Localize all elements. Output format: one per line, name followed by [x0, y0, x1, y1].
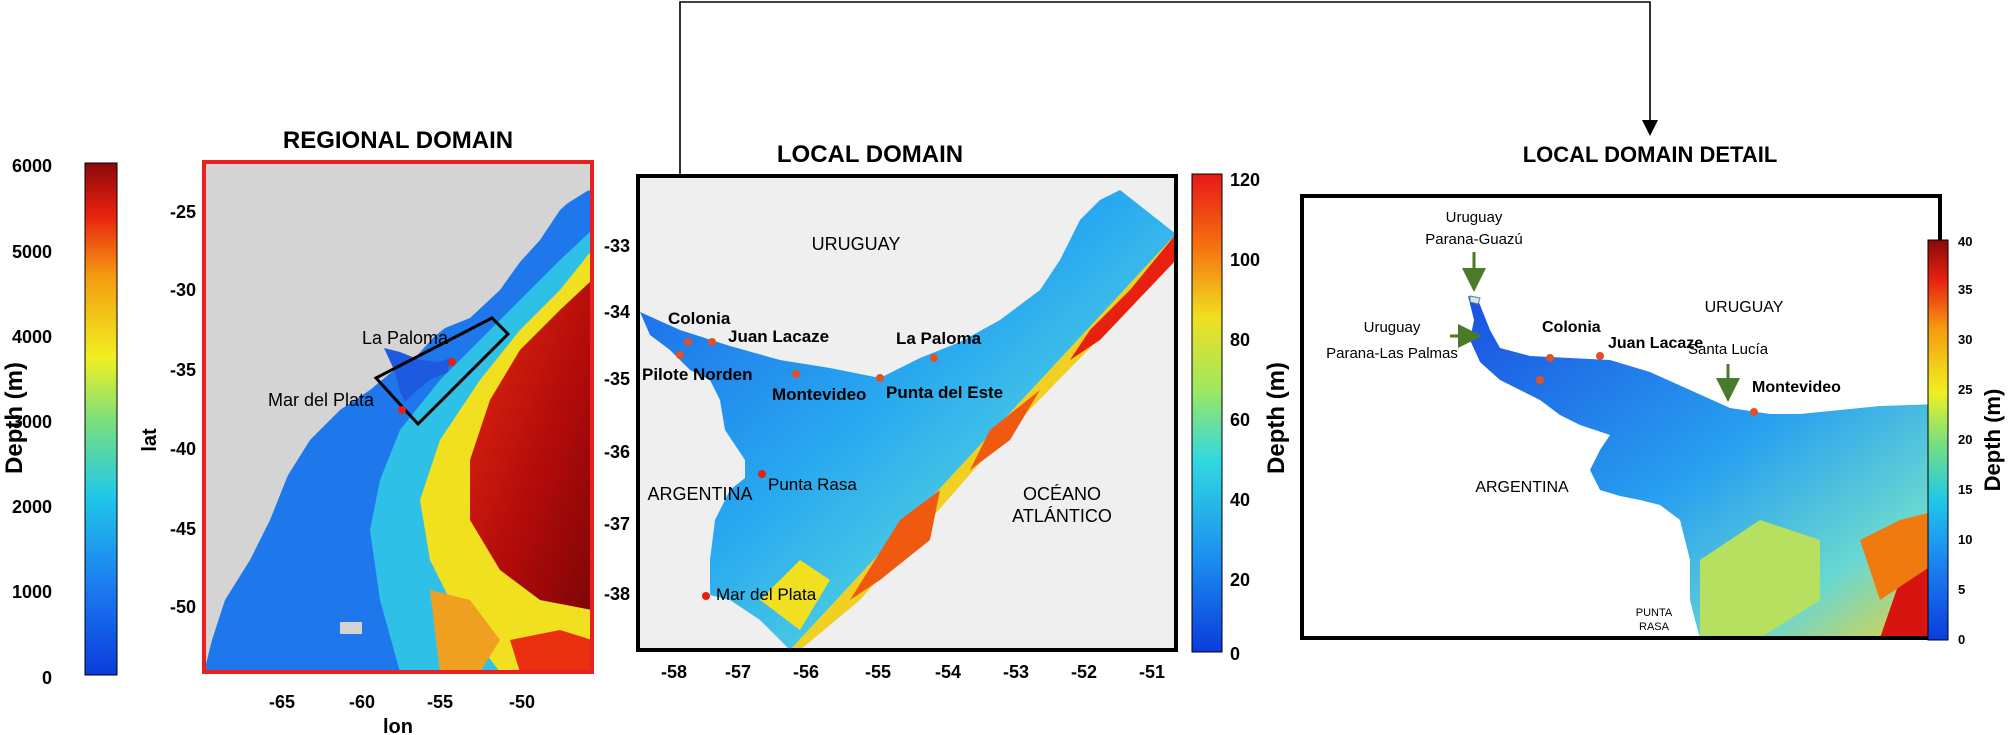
la-paloma-marker [448, 358, 456, 366]
regional-ytick: -25 [170, 202, 196, 222]
connector-arrow [679, 1, 1658, 226]
detail-place: Colonia [1542, 319, 1601, 336]
local-xtick: -52 [1071, 662, 1097, 682]
regional-cb-tick: 1000 [12, 582, 52, 602]
local-cb-tick: 60 [1230, 410, 1250, 430]
local-place: Juan Lacaze [728, 327, 829, 346]
detail-region-argentina: ARGENTINA [1475, 479, 1569, 496]
regional-xtick: -50 [509, 692, 535, 712]
regional-cb-tick: 0 [42, 668, 52, 688]
local-place: Colonia [668, 309, 731, 328]
local-ytick: -35 [604, 369, 630, 389]
regional-ytick: -35 [170, 360, 196, 380]
local-ytick: -37 [604, 514, 630, 534]
detail-cb-tick: 15 [1958, 482, 1972, 497]
local-cb-tick: 80 [1230, 330, 1250, 350]
detail-region-rasa: RASA [1639, 621, 1670, 633]
local-region-uruguay: URUGUAY [812, 234, 901, 254]
regional-place-mar-del-plata: Mar del Plata [268, 390, 375, 410]
detail-annotation: Uruguay [1446, 209, 1503, 226]
local-region-atlantico: ATLÁNTICO [1012, 506, 1112, 526]
local-ytick: -34 [604, 302, 630, 322]
detail-cb-tick: 35 [1958, 282, 1972, 297]
local-cb-label: Depth (m) [1263, 362, 1290, 474]
regional-ytick: -50 [170, 597, 196, 617]
mar-del-plata-marker [398, 406, 406, 414]
local-xtick: -53 [1003, 662, 1029, 682]
regional-ytick: -30 [170, 280, 196, 300]
local-xtick: -57 [725, 662, 751, 682]
local-title: LOCAL DOMAIN [777, 141, 963, 168]
local-xtick: -56 [793, 662, 819, 682]
regional-xtick: -65 [269, 692, 295, 712]
local-markers [676, 338, 938, 600]
detail-markers [1536, 352, 1758, 416]
local-cb-tick: 120 [1230, 170, 1260, 190]
green-arrows [1450, 252, 1740, 402]
detail-cb-label: Depth (m) [1980, 389, 2005, 492]
local-cb-tick: 40 [1230, 490, 1250, 510]
regional-frame [202, 160, 594, 674]
local-colorbar [1191, 173, 1223, 653]
local-xtick: -54 [935, 662, 961, 682]
local-xtick: -51 [1139, 662, 1165, 682]
detail-annotation: Uruguay [1364, 319, 1421, 336]
detail-annotation: Parana-Guazú [1425, 231, 1523, 248]
detail-region-punta: PUNTA [1636, 607, 1673, 619]
local-cb-tick: 100 [1230, 250, 1260, 270]
local-map [638, 176, 1176, 650]
detail-cb-tick: 40 [1958, 234, 1972, 249]
local-cb-tick: 20 [1230, 570, 1250, 590]
detail-cb-tick: 25 [1958, 382, 1972, 397]
local-region-argentina: ARGENTINA [647, 484, 752, 504]
local-place: Mar del Plata [716, 585, 817, 604]
detail-cb-tick: 10 [1958, 532, 1972, 547]
detail-cb-tick: 30 [1958, 332, 1972, 347]
detail-annotation: Santa Lucía [1688, 341, 1769, 358]
detail-region-uruguay: URUGUAY [1705, 299, 1784, 316]
regional-ytick: -45 [170, 519, 196, 539]
local-xtick: -58 [661, 662, 687, 682]
detail-map [1302, 196, 1940, 638]
local-place: Punta del Este [886, 383, 1003, 402]
local-place: La Paloma [896, 329, 982, 348]
regional-cb-tick: 4000 [12, 327, 52, 347]
regional-ytick: -40 [170, 439, 196, 459]
regional-cb-label: Depth (m) [1, 362, 28, 474]
regional-map [204, 162, 592, 672]
regional-cb-tick: 2000 [12, 497, 52, 517]
regional-colorbar [84, 162, 118, 676]
detail-cb-tick: 20 [1958, 432, 1972, 447]
local-place: Montevideo [772, 385, 866, 404]
local-ytick: -33 [604, 236, 630, 256]
local-region-oceano: OCÉANO [1023, 484, 1101, 504]
regional-xlabel: lon [383, 716, 413, 735]
local-ytick: -36 [604, 442, 630, 462]
regional-cb-tick: 3000 [12, 412, 52, 432]
regional-cb-tick: 5000 [12, 242, 52, 262]
regional-xtick: -60 [349, 692, 375, 712]
detail-place: Montevideo [1752, 379, 1841, 396]
detail-place: Juan Lacaze [1608, 335, 1703, 352]
detail-cb-tick: 5 [1958, 582, 1965, 597]
local-ytick: -38 [604, 584, 630, 604]
regional-ylabel: lat [139, 428, 161, 452]
detail-cb-tick: 0 [1958, 632, 1965, 647]
regional-title: REGIONAL DOMAIN [283, 127, 513, 154]
regional-place-la-paloma: La Paloma [362, 328, 449, 348]
local-frame [636, 174, 1178, 652]
regional-cb-tick: 6000 [12, 156, 52, 176]
detail-colorbar [1927, 239, 1949, 641]
detail-annotation: Parana-Las Palmas [1326, 345, 1458, 362]
regional-xtick: -55 [427, 692, 453, 712]
local-place: Punta Rasa [768, 475, 857, 494]
local-cb-tick: 0 [1230, 644, 1240, 664]
local-xtick: -55 [865, 662, 891, 682]
detail-title: LOCAL DOMAIN DETAIL [1523, 142, 1778, 167]
local-place: Pilote Norden [642, 365, 753, 384]
